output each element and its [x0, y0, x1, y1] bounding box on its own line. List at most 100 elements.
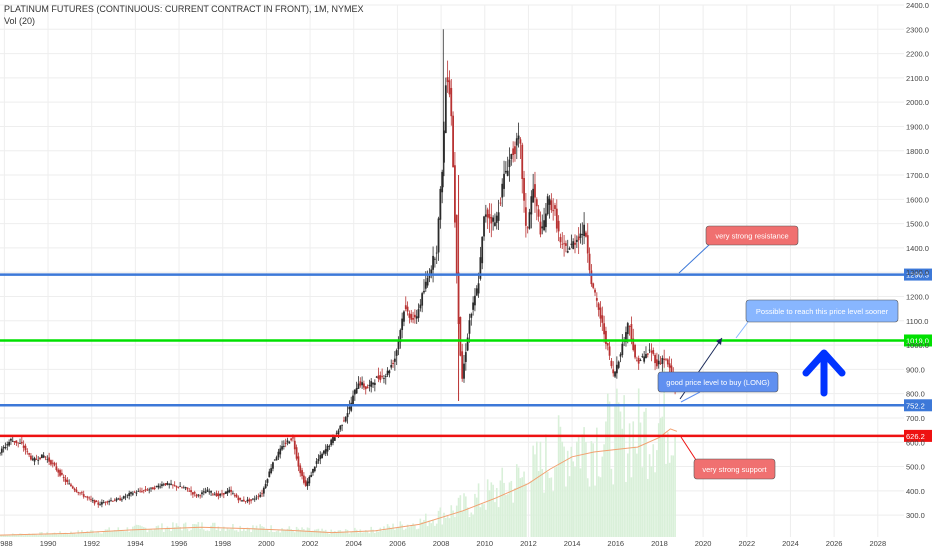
candle-body	[128, 493, 131, 496]
volume-bar	[102, 531, 105, 537]
volume-bar	[663, 367, 665, 537]
candle-body	[592, 283, 595, 288]
candle-body	[237, 497, 240, 501]
volume-bar	[150, 529, 152, 537]
candle-body	[319, 455, 322, 460]
candle-body	[639, 360, 642, 361]
candle-body	[173, 485, 176, 486]
x-tick-label: 1998	[214, 539, 231, 548]
candle-body	[452, 115, 454, 168]
candle-body	[221, 493, 223, 495]
volume-bar	[30, 534, 32, 537]
candle-body	[346, 413, 349, 418]
support-pointer	[680, 436, 697, 461]
candle-body	[146, 489, 149, 491]
volume-bar	[68, 534, 70, 537]
candle-body	[332, 436, 334, 443]
volume-bar	[290, 529, 292, 537]
volume-bar	[252, 525, 254, 537]
candle-body	[510, 154, 513, 160]
candle-body	[48, 457, 51, 462]
candle-body	[292, 437, 294, 439]
candle-body	[463, 363, 465, 379]
volume-bar	[401, 524, 403, 537]
candle-body	[217, 493, 220, 497]
volume-bar	[133, 525, 136, 537]
volume-bar	[299, 529, 302, 537]
volume-bar	[621, 428, 624, 537]
volume-bar	[419, 518, 422, 537]
candle-body	[595, 298, 598, 301]
candle-body	[544, 213, 547, 228]
volume-bar	[61, 533, 63, 537]
candle-body	[322, 450, 325, 454]
candle-body	[124, 496, 127, 498]
volume-indicator-label[interactable]: Vol (20)	[4, 16, 36, 26]
volume-bar	[461, 510, 463, 537]
level-price-tag-1019.0	[904, 334, 932, 347]
candle-body	[492, 217, 495, 222]
candle-body	[266, 479, 269, 483]
volume-bar	[266, 529, 269, 537]
candle-body	[479, 257, 482, 279]
y-tick-label: 600.0	[906, 438, 925, 447]
chart-title: PLATINUM FUTURES (CONTINUOUS: CURRENT CO…	[4, 4, 364, 14]
volume-bar	[415, 529, 418, 537]
x-tick-label: 2010	[476, 539, 493, 548]
volume-bar	[66, 533, 69, 537]
candle-body	[361, 382, 364, 386]
volume-layer	[0, 367, 676, 537]
candle-body	[88, 497, 91, 499]
candle-body	[657, 360, 660, 365]
candle-body	[313, 466, 316, 472]
volume-bar	[306, 527, 309, 537]
candle-body	[68, 483, 71, 485]
buy-callout-box	[657, 371, 779, 393]
y-tick-label: 1700.0	[906, 171, 929, 180]
volume-bar	[221, 528, 223, 537]
candle-body	[90, 498, 92, 500]
candle-body	[11, 440, 14, 442]
volume-bar	[19, 533, 21, 537]
volume-bar	[579, 468, 582, 537]
volume-bar	[235, 530, 238, 537]
candle-body	[504, 170, 507, 173]
candle-body	[577, 236, 580, 241]
candle-body	[530, 196, 533, 215]
candle-body	[226, 490, 229, 494]
candle-body	[386, 370, 389, 376]
volume-bar	[652, 444, 655, 537]
candle-body	[483, 216, 485, 237]
volume-bar	[184, 522, 187, 537]
candle-body	[526, 227, 529, 229]
volume-bar	[559, 426, 562, 537]
candle-body	[468, 320, 471, 334]
candle-body	[142, 490, 145, 492]
candle-body	[455, 214, 458, 275]
volume-bar	[463, 493, 465, 537]
volume-bar	[372, 529, 374, 537]
volume-bar	[616, 388, 618, 537]
volume-bar	[112, 530, 114, 537]
volume-bar	[104, 529, 107, 537]
candle-body	[574, 242, 576, 245]
volume-bar	[474, 493, 476, 537]
candle-body	[141, 491, 143, 492]
candle-body	[517, 135, 520, 140]
volume-bar	[26, 534, 29, 537]
candle-body	[335, 432, 338, 434]
candle-body	[665, 358, 667, 360]
candle-body	[181, 487, 183, 489]
candle-body	[550, 200, 553, 211]
volume-bar	[623, 395, 625, 537]
candle-body	[363, 383, 365, 388]
volume-bar	[181, 530, 183, 537]
candle-body	[150, 487, 152, 489]
candle-body	[466, 337, 469, 351]
volume-bar	[594, 485, 596, 537]
candle-body	[101, 502, 103, 505]
volume-bar	[217, 526, 220, 537]
candle-body	[433, 258, 436, 260]
volume-bar	[119, 529, 121, 537]
volume-bar	[33, 533, 36, 537]
